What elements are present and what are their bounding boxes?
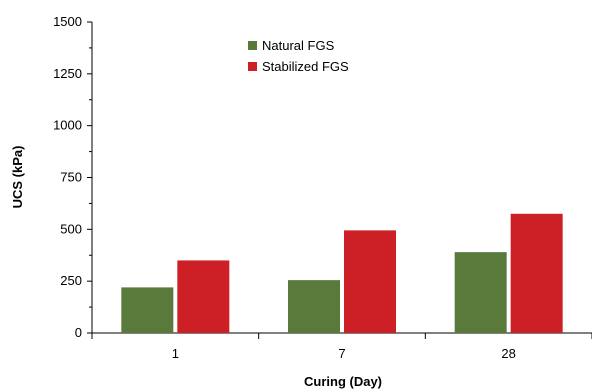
legend: Natural FGS Stabilized FGS [248, 38, 349, 74]
x-tick-label: 1 [172, 346, 179, 361]
bar-natural-fgs-7 [288, 280, 340, 333]
bar-natural-fgs-28 [454, 252, 507, 333]
x-tick-label: 28 [501, 346, 515, 361]
y-tick-label: 1000 [53, 118, 82, 133]
legend-label: Natural FGS [262, 38, 335, 53]
x-axis: 1 7 28 [91, 332, 592, 361]
bar-stabilized-fgs-7 [344, 230, 396, 333]
bar-stabilized-fgs-28 [510, 213, 563, 333]
y-tick-label: 1500 [53, 14, 82, 29]
bar-natural-fgs-1 [121, 287, 174, 333]
y-tick-label: 250 [60, 273, 82, 288]
y-axis-title: UCS (kPa) [10, 146, 25, 209]
y-axis: 0 250 500 750 1000 1250 1500 [53, 14, 93, 340]
bars [121, 213, 563, 333]
y-tick-label: 500 [60, 221, 82, 236]
legend-swatch [248, 62, 257, 71]
x-axis-title: Curing (Day) [304, 374, 382, 389]
y-tick-label: 750 [60, 170, 82, 185]
legend-swatch [248, 41, 257, 50]
legend-label: Stabilized FGS [262, 59, 349, 74]
y-tick-label: 1250 [53, 66, 82, 81]
x-tick-label: 7 [338, 346, 345, 361]
bar-stabilized-fgs-1 [177, 260, 230, 333]
y-tick-label: 0 [75, 325, 82, 340]
